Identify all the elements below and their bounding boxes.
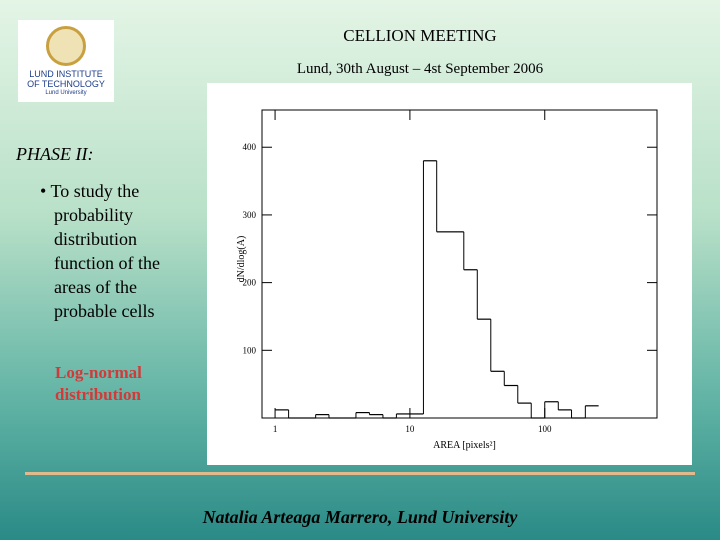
heading: PHASE II: xyxy=(16,144,94,164)
subtitle: Lund, 30th August – 4st September 2006 xyxy=(296,61,544,77)
x-tick-label: 1 xyxy=(273,424,278,434)
logo-line: LUND INSTITUTE xyxy=(29,69,103,79)
x-tick-label: 100 xyxy=(538,424,552,434)
logo-seal xyxy=(46,26,86,66)
x-axis-label: AREA [pixels²] xyxy=(433,440,496,451)
y-tick-label: 100 xyxy=(243,345,257,355)
divider xyxy=(25,472,695,475)
footer: Natalia Arteaga Marrero, Lund University xyxy=(202,507,518,527)
y-axis-label: dN/dlog(A) xyxy=(236,236,247,283)
logo: LUND INSTITUTE OF TECHNOLOGY Lund Univer… xyxy=(18,20,114,102)
x-tick-label: 10 xyxy=(405,424,415,434)
logo-line: OF TECHNOLOGY xyxy=(27,79,105,89)
logo-line: Lund University xyxy=(45,90,87,96)
y-tick-label: 200 xyxy=(243,278,257,288)
y-tick-label: 300 xyxy=(243,210,257,220)
logo-text: LUND INSTITUTE OF TECHNOLOGY Lund Univer… xyxy=(18,69,114,97)
chart-panel xyxy=(207,83,692,465)
bullet: • To study the probability distribution … xyxy=(40,181,160,321)
plot-frame xyxy=(261,109,658,419)
title: CELLION MEETING xyxy=(343,26,497,45)
note: Log-normal distribution xyxy=(55,363,142,404)
y-tick-label: 400 xyxy=(243,142,257,152)
